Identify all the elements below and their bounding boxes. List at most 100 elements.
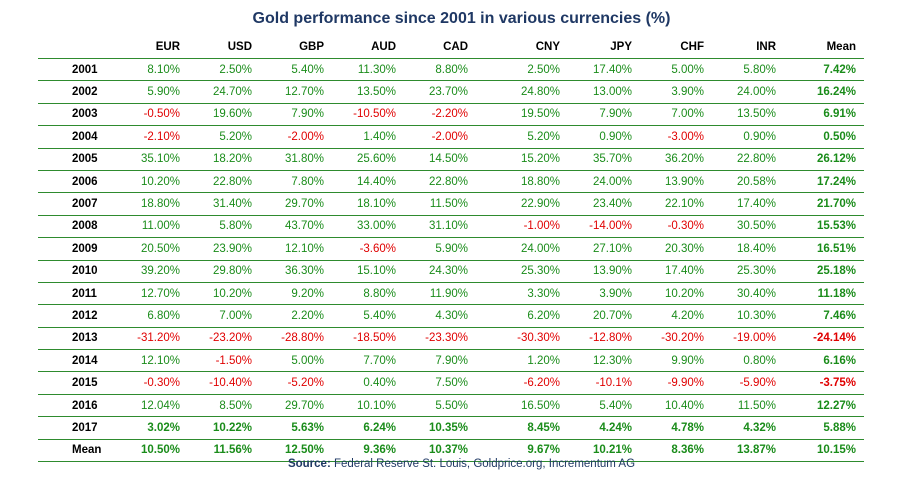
table-cell: 23.70% — [428, 86, 468, 99]
table-cell: 7.90% — [435, 354, 468, 367]
table-cell: 4.78% — [671, 421, 704, 434]
table-cell: 10.30% — [736, 309, 776, 322]
row-label: 2001 — [72, 63, 98, 76]
table-cell: 5.40% — [363, 309, 396, 322]
table-cell: -0.50% — [143, 108, 180, 121]
table-cell: 20.70% — [592, 309, 632, 322]
table-cell: 13.50% — [356, 86, 396, 99]
table-cell: 8.80% — [435, 63, 468, 76]
table-cell: 20.30% — [664, 242, 704, 255]
table-cell: 5.63% — [291, 421, 324, 434]
table-cell: 13.87% — [736, 444, 776, 457]
table-row: Mean 10.50% 11.56% 12.50% 9.36% 10.37% 9.67% 10… — [38, 439, 864, 462]
table-cell: 17.40% — [592, 63, 632, 76]
table-cell: 35.70% — [592, 153, 632, 166]
row-label: 2015 — [72, 377, 98, 390]
table-cell: 7.42% — [823, 63, 856, 76]
table-cell: 7.90% — [599, 108, 632, 121]
table-cell: 18.20% — [212, 153, 252, 166]
table-row: 2010 39.20% 29.80% 36.30% 15.10% 24.30% 25.30%… — [38, 260, 864, 283]
table-cell: 18.80% — [140, 198, 180, 211]
column-header: GBP — [299, 41, 324, 53]
table-cell: -31.20% — [137, 332, 180, 345]
table-row: 2014 12.10% -1.50% 5.00% 7.70% 7.90% 1.20% 12.3… — [38, 350, 864, 372]
table-cell: 30.50% — [736, 220, 776, 233]
table-cell: 20.58% — [736, 175, 776, 188]
table-cell: -12.80% — [589, 332, 632, 345]
page-title: Gold performance since 2001 in various c… — [252, 10, 671, 27]
table-cell: 29.70% — [284, 198, 324, 211]
table-row: 2009 20.50% 23.90% 12.10% -3.60% 5.90% 24.00% 2… — [38, 238, 864, 261]
table-cell: 25.18% — [816, 265, 856, 278]
table-row: 2006 10.20% 22.80% 7.80% 14.40% 22.80% 18.80% 2… — [38, 170, 864, 193]
table-cell: 13.00% — [592, 86, 632, 99]
table-cell: 10.15% — [816, 444, 856, 457]
table-row: 2007 18.80% 31.40% 29.70% 18.10% 11.50% 22.90%… — [38, 193, 864, 216]
table-cell: 10.22% — [212, 421, 252, 434]
table-cell: 15.53% — [816, 220, 856, 233]
table-cell: 7.00% — [219, 309, 252, 322]
table-cell: 24.80% — [520, 86, 560, 99]
table-cell: 35.10% — [140, 153, 180, 166]
table-cell: 12.04% — [140, 399, 180, 412]
table-cell: 6.91% — [823, 108, 856, 121]
table-cell: 24.00% — [736, 86, 776, 99]
table-cell: 12.10% — [140, 354, 180, 367]
table-cell: 22.80% — [212, 175, 252, 188]
table-cell: -6.20% — [523, 377, 560, 390]
table-cell: 3.90% — [671, 86, 704, 99]
table-cell: 43.70% — [284, 220, 324, 233]
row-label: 2017 — [72, 421, 98, 434]
table-cell: 11.50% — [737, 399, 776, 412]
table-cell: 14.40% — [356, 175, 396, 188]
table-cell: 2.20% — [291, 309, 324, 322]
row-label: 2006 — [72, 175, 98, 188]
table-cell: 11.56% — [213, 444, 252, 457]
table-cell: 36.30% — [284, 265, 324, 278]
table-cell: 16.51% — [816, 242, 856, 255]
table-cell: -23.30% — [425, 332, 468, 345]
table-row: 2001 8.10% 2.50% 5.40% 11.30% 8.80% 2.50% 17.40… — [38, 59, 864, 81]
row-label: 2002 — [72, 86, 98, 99]
table-cell: 16.50% — [520, 399, 560, 412]
table-cell: 12.30% — [592, 354, 632, 367]
table-row: 2017 3.02% 10.22% 5.63% 6.24% 10.35% 8.45% 4.24… — [38, 417, 864, 440]
table-cell: -3.00% — [667, 130, 704, 143]
table-cell: 13.50% — [736, 108, 776, 121]
table-cell: 4.24% — [599, 421, 632, 434]
table-cell: -30.20% — [661, 332, 704, 345]
table-cell: 17.24% — [816, 175, 856, 188]
column-header: CNY — [535, 41, 560, 53]
table-cell: 10.37% — [428, 444, 468, 457]
table-cell: 9.20% — [291, 287, 324, 300]
column-header: AUD — [371, 41, 396, 53]
table-cell: 5.00% — [671, 63, 704, 76]
table-cell: 9.36% — [363, 444, 396, 457]
table-cell: 24.30% — [428, 265, 468, 278]
table-cell: 2.50% — [219, 63, 252, 76]
table-cell: 8.45% — [527, 421, 560, 434]
table-cell: 5.88% — [823, 421, 856, 434]
table-cell: 11.50% — [429, 198, 468, 211]
table-cell: 31.10% — [428, 220, 468, 233]
table-cell: 19.50% — [520, 108, 560, 121]
column-header: CHF — [680, 41, 704, 53]
table-cell: -18.50% — [353, 332, 396, 345]
table-cell: 17.40% — [664, 265, 704, 278]
table-cell: 23.40% — [592, 198, 632, 211]
table-cell: 5.90% — [435, 242, 468, 255]
table-cell: 22.80% — [736, 153, 776, 166]
row-label: 2005 — [72, 153, 98, 166]
table-cell: -10.50% — [353, 108, 396, 121]
table-header-row: EUR USD GBP AUD CAD CNY JPY CHF INR Mean — [38, 36, 864, 59]
table-cell: -3.60% — [359, 242, 396, 255]
table-cell: -23.20% — [209, 332, 252, 345]
table-cell: 19.60% — [212, 108, 252, 121]
table-cell: 15.20% — [520, 153, 560, 166]
table-cell: 26.12% — [816, 153, 856, 166]
table-cell: -28.80% — [281, 332, 324, 345]
table-cell: -2.20% — [431, 108, 468, 121]
table-cell: 6.24% — [363, 421, 396, 434]
table-cell: 4.30% — [435, 309, 468, 322]
table-cell: 10.20% — [664, 287, 704, 300]
